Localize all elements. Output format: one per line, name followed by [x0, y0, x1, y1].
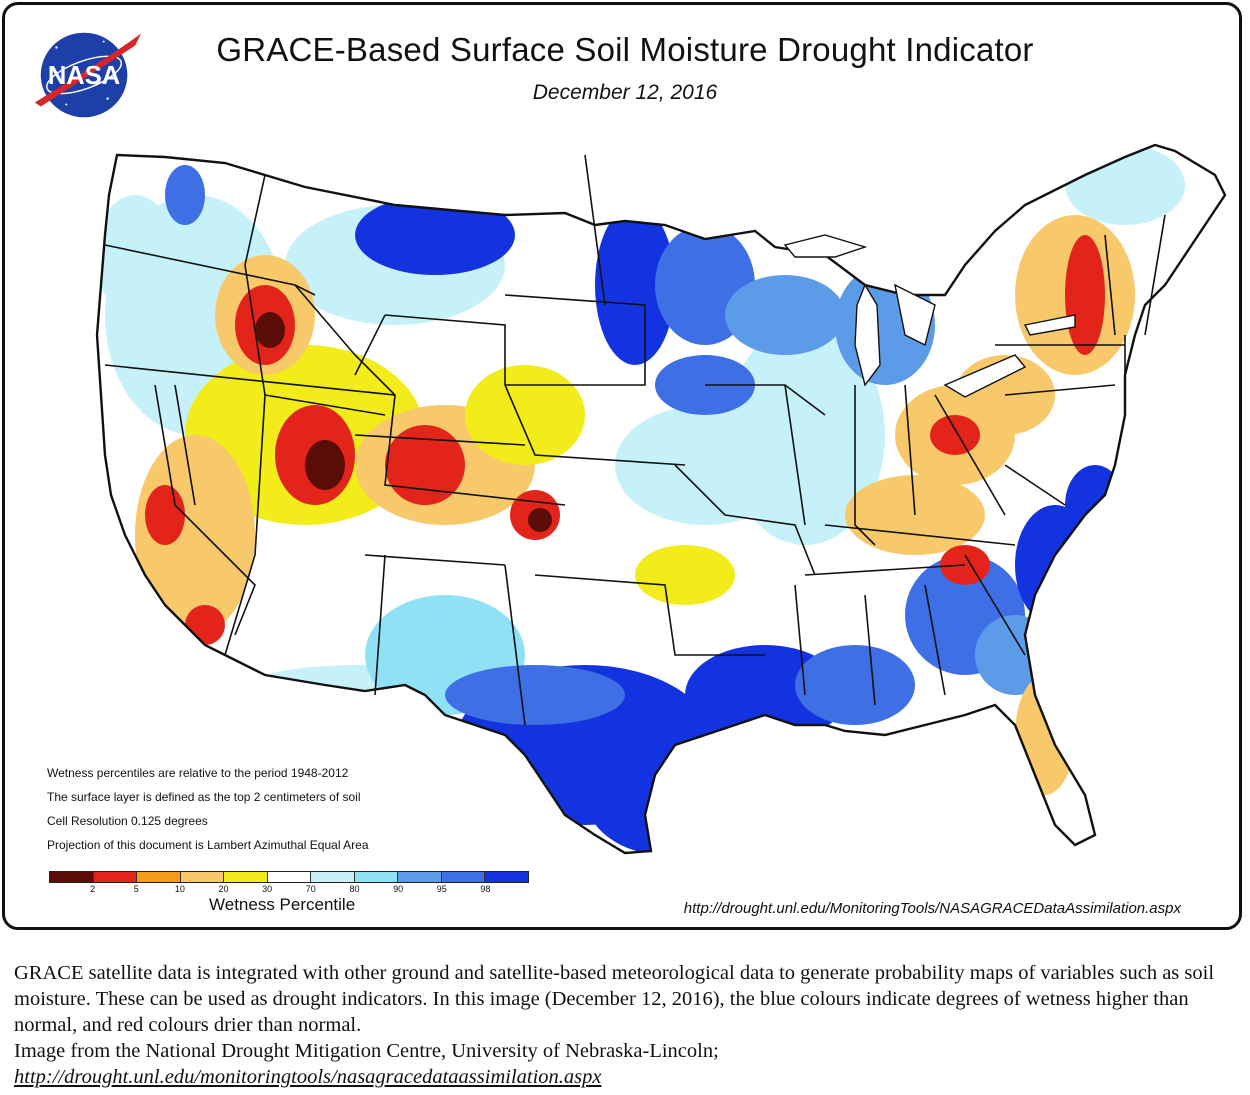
legend-swatch [92, 872, 137, 882]
note-cell-resolution: Cell Resolution 0.125 degrees [47, 814, 208, 828]
state-boundaries [95, 143, 1227, 855]
caption-credit: Image from the National Drought Mitigati… [14, 1040, 719, 1062]
legend-tick-label: 90 [393, 884, 404, 894]
note-projection: Projection of this document is Lambert A… [47, 838, 369, 852]
note-surface-layer: The surface layer is defined as the top … [47, 790, 361, 804]
legend-tick-label: 2 [90, 884, 96, 894]
legend-swatch [440, 872, 485, 882]
caption-text: GRACE satellite data is integrated with … [14, 962, 1215, 1036]
legend-tick-label: 10 [174, 884, 185, 894]
legend-swatch [397, 872, 441, 882]
legend-tick-label: 70 [305, 884, 316, 894]
legend-swatch [50, 872, 93, 882]
legend-swatch [136, 872, 180, 882]
legend-swatch [310, 872, 354, 882]
legend-tick-label: 95 [436, 884, 447, 894]
svg-text:NASA: NASA [48, 62, 120, 90]
us-soil-moisture-map [95, 143, 1227, 855]
legend-tick-label: 98 [480, 884, 491, 894]
legend-tick-label: 5 [133, 884, 139, 894]
caption-link[interactable]: http://drought.unl.edu/monitoringtools/n… [14, 1066, 602, 1088]
map-title: GRACE-Based Surface Soil Moisture Drough… [216, 31, 1034, 68]
legend-tick-label: 20 [218, 884, 229, 894]
map-figure: NASA GRACE-Based Surface Soil Moisture D… [2, 2, 1242, 930]
legend-swatch [266, 872, 311, 882]
legend-title: Wetness Percentile [209, 895, 356, 914]
caption: GRACE satellite data is integrated with … [14, 960, 1239, 1090]
legend-swatch [484, 872, 529, 882]
legend-swatch [353, 872, 398, 882]
nasa-logo: NASA [27, 19, 145, 129]
source-url: http://drought.unl.edu/MonitoringTools/N… [683, 900, 1181, 917]
legend-color-bar [49, 871, 529, 883]
legend-tick-label: 30 [262, 884, 273, 894]
legend-tick-label: 80 [349, 884, 360, 894]
note-percentile-period: Wetness percentiles are relative to the … [47, 766, 349, 780]
map-date: December 12, 2016 [532, 81, 718, 104]
great-lakes [783, 234, 1076, 398]
color-legend: 2 5 10 20 30 70 80 90 95 98 Wetness Percentile [49, 871, 529, 914]
map-data-layer [97, 145, 1225, 853]
legend-swatch [223, 872, 267, 882]
legend-swatch [179, 872, 224, 882]
legend-tick-labels: 2 5 10 20 30 70 80 90 95 98 [49, 883, 529, 897]
map-notes: Wetness percentiles are relative to the … [47, 761, 369, 857]
